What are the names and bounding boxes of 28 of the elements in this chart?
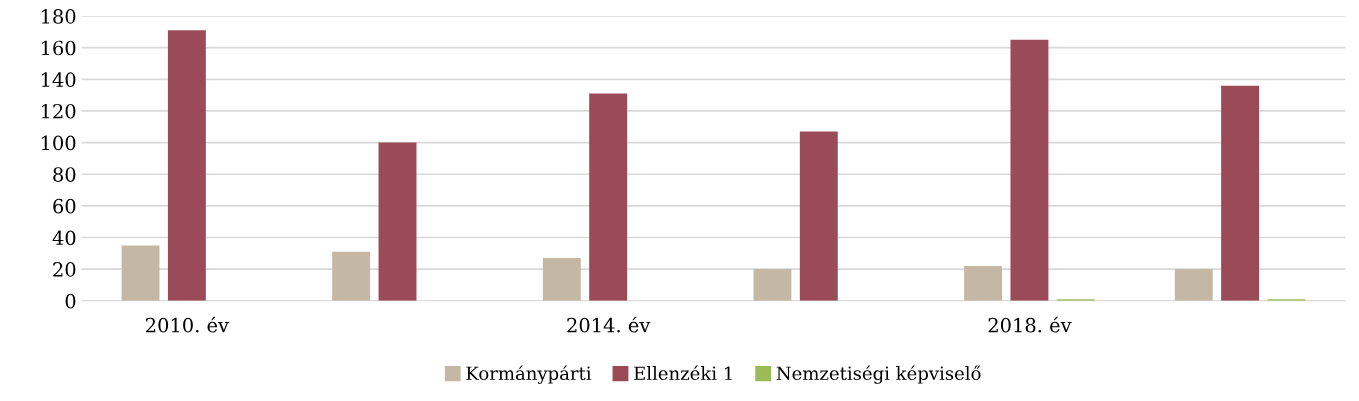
legend-label: Ellenzéki 1 — [634, 365, 732, 381]
x-tick-label: 2014. év — [567, 316, 651, 333]
y-tick-label: 20 — [53, 262, 76, 277]
bar — [1221, 85, 1260, 301]
y-tick-label: 60 — [53, 198, 76, 214]
y-tick-label: 120 — [41, 103, 76, 119]
bar — [378, 142, 417, 301]
bar — [542, 258, 581, 301]
bar — [332, 251, 371, 301]
bar — [1174, 269, 1213, 301]
y-tick-label: 40 — [52, 230, 76, 246]
bar — [589, 93, 628, 301]
y-tick-label: 180 — [41, 9, 76, 24]
bar — [121, 245, 160, 301]
bar — [1010, 39, 1049, 301]
bar — [167, 30, 206, 301]
legend-label: Nemzetiségi képviselő — [776, 365, 981, 384]
bar — [964, 265, 1003, 301]
x-tick-label: 2018. év — [988, 316, 1072, 333]
y-tick-label: 100 — [41, 135, 76, 151]
bar — [753, 269, 792, 301]
y-tick-label: 160 — [41, 40, 76, 56]
y-tick-label: 0 — [65, 293, 76, 309]
y-tick-label: 80 — [53, 167, 76, 182]
bar — [799, 131, 838, 301]
legend-label: Kormánypárti — [466, 365, 592, 384]
y-tick-label: 140 — [41, 72, 76, 87]
x-tick-label: 2010. év — [146, 316, 229, 333]
